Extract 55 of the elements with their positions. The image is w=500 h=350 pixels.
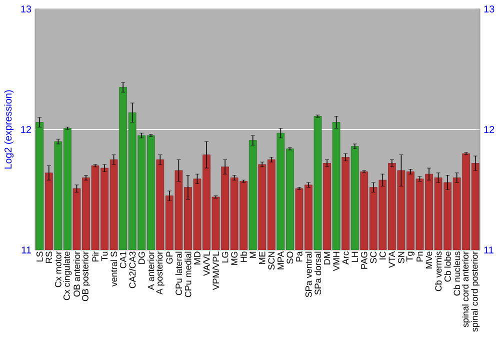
x-tick-label: CPu lateral <box>175 252 182 296</box>
y2-tick-label: 12 <box>484 126 494 133</box>
x-tick-label: ventral S <box>110 252 118 287</box>
y2-tick-label: 11 <box>484 246 494 254</box>
x-tick-label: A anterior <box>148 251 154 290</box>
x-tick-label: MPA <box>278 251 284 270</box>
x-tick-label: DG <box>138 252 145 264</box>
x-tick-label: LS <box>36 252 43 262</box>
x-tick-label: SPa ventral <box>305 252 312 298</box>
x-tick-label: Hb <box>240 252 247 262</box>
y-axis-title: Log2 (expression) <box>4 90 14 169</box>
x-tick-label: Cb vermis <box>434 252 442 292</box>
x-tick-label: OB anterior <box>73 251 80 297</box>
x-tick-label: MD <box>194 252 200 264</box>
x-tick-label: Tg <box>406 252 414 262</box>
x-tick-label: CPu medial <box>184 252 192 298</box>
y-tick-label: 11 <box>22 246 31 254</box>
x-tick-label: PAG <box>360 252 368 269</box>
x-tick-label: VPM/VPL <box>212 251 220 290</box>
x-tick-label: Pir <box>92 251 99 262</box>
x-tick-label: ME <box>259 252 266 264</box>
x-tick-label: VMH <box>333 252 340 272</box>
x-tick-label: VTA <box>388 251 396 268</box>
x-tick-label: Cx motor <box>54 251 62 288</box>
x-tick-label: Arc <box>342 251 349 265</box>
x-tick-label: IC <box>379 252 386 260</box>
x-tick-label: VA/VL <box>203 251 210 276</box>
x-tick-label: GP <box>166 252 173 264</box>
x-tick-label: spinal cord anterior <box>462 251 470 328</box>
x-tick-label: MG <box>231 252 238 265</box>
x-tick-label: Cb lobe <box>444 252 451 282</box>
x-tick-label: DM <box>324 252 330 264</box>
x-tick-label: LG <box>222 252 228 262</box>
x-tick-label: SN <box>398 252 404 264</box>
x-tick-label: OB posterior <box>82 251 90 302</box>
x-tick-label: LH <box>352 252 358 262</box>
x-tick-label: M <box>250 252 256 258</box>
x-tick-label: Cb nucleus <box>454 252 460 296</box>
x-tick-label: SCN <box>268 252 275 270</box>
x-tick-label: CA1 <box>120 252 126 268</box>
x-tick-label: A posterior <box>156 251 164 295</box>
x-tick-label: Tu <box>101 252 108 262</box>
x-tick-label: SC <box>370 252 377 264</box>
x-tick-label: MVe <box>426 252 432 268</box>
x-tick-label: SPa dorsal <box>314 252 322 295</box>
x-tick-label: Cx cingulate <box>63 252 72 300</box>
x-tick-label: Pa <box>296 251 302 262</box>
x-tick-label: SO <box>286 252 294 264</box>
y2-tick-label: 13 <box>484 5 494 13</box>
x-tick-label: CA2/CA3 <box>129 252 136 288</box>
x-tick-label: Pn <box>416 252 423 262</box>
y-tick-label: 12 <box>21 126 31 133</box>
x-tick-label: RS <box>46 252 52 263</box>
x-tick-label: spinal cord posterior <box>471 251 480 332</box>
y-tick-label: 13 <box>21 5 32 13</box>
